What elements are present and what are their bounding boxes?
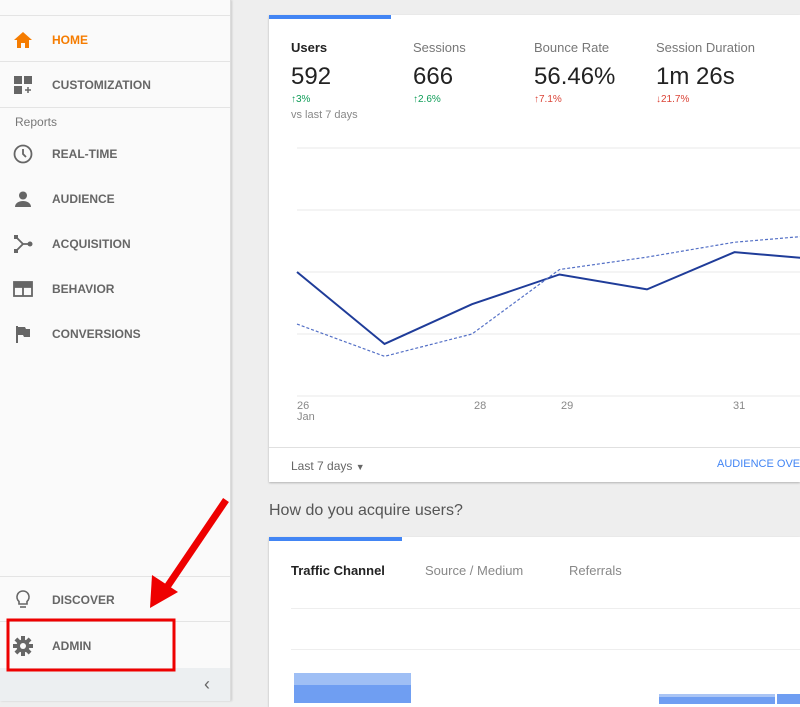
dashboard-add-icon [12, 74, 34, 96]
sidebar-item-discover[interactable]: DISCOVER [0, 577, 230, 622]
sidebar-item-label: ACQUISITION [52, 236, 131, 251]
divider [0, 107, 230, 108]
behavior-icon [12, 278, 34, 300]
date-range-dropdown[interactable]: Last 7 days ▼ [291, 459, 365, 473]
metric-change: ↑7.1% [534, 94, 562, 105]
divider [0, 61, 230, 62]
sidebar-item-label: CONVERSIONS [52, 326, 141, 341]
gridline [291, 649, 800, 650]
red-arrow-annotation [150, 498, 229, 608]
metric-value: 56.46% [534, 63, 616, 90]
series-line-1 [296, 236, 800, 357]
metric-change: ↓21.7% [656, 94, 690, 105]
sidebar-item-home[interactable]: HOME [0, 17, 230, 62]
sidebar-item-behavior[interactable]: BEHAVIOR [0, 266, 230, 311]
flag-icon [12, 323, 34, 345]
metric-title: Bounce Rate [534, 40, 610, 55]
x-tick-label: 29 [561, 400, 574, 412]
reports-heading: Reports [15, 115, 58, 129]
caret-down-icon: ▼ [355, 462, 365, 472]
divider [0, 15, 230, 16]
bar [659, 694, 775, 704]
sidebar-item-acquisition[interactable]: ACQUISITION [0, 221, 230, 266]
metric-change: ↑2.6% [413, 94, 441, 105]
overview-card: Users 592 ↑3% vs last 7 days Sessions 66… [269, 15, 800, 482]
gear-icon [12, 635, 34, 657]
sidebar-item-label: DISCOVER [52, 592, 115, 607]
active-tab-indicator [269, 537, 402, 541]
metric-value: 1m 26s [656, 63, 735, 90]
sidebar-item-label: ADMIN [52, 638, 92, 653]
sidebar: HOME CUSTOMIZATION Reports REAL-TIME AUD… [0, 0, 231, 701]
metric-value: 666 [413, 63, 454, 90]
metric-title: Sessions [413, 40, 466, 55]
sidebar-item-admin[interactable]: ADMIN [0, 623, 230, 668]
audience-overview-link[interactable]: AUDIENCE OVE [717, 458, 800, 470]
metric-title: Users [291, 40, 328, 55]
x-tick-label: 31 [733, 400, 746, 412]
sidebar-item-conversions[interactable]: CONVERSIONS [0, 311, 230, 356]
users-line-chart [296, 147, 800, 397]
chevron-left-icon: ‹ [204, 674, 210, 694]
tab-traffic-channel[interactable]: Traffic Channel [291, 563, 385, 578]
home-icon [12, 29, 34, 51]
tab-referrals[interactable]: Referrals [569, 563, 622, 578]
divider [269, 447, 800, 448]
tab-source-medium[interactable]: Source / Medium [425, 563, 524, 578]
sidebar-item-audience[interactable]: AUDIENCE [0, 176, 230, 221]
metric-session-duration[interactable]: Session Duration 1m 26s ↓21.7% [656, 40, 755, 105]
section-heading: How do you acquire users? [269, 502, 463, 519]
metric-sessions[interactable]: Sessions 666 ↑2.6% [413, 40, 466, 105]
sidebar-item-customization[interactable]: CUSTOMIZATION [0, 62, 230, 107]
x-tick-label: 26 Jan [297, 400, 315, 423]
bar [777, 694, 800, 704]
metric-value: 592 [291, 63, 332, 90]
acquisition-icon [12, 233, 34, 255]
metric-bounce-rate[interactable]: Bounce Rate 56.46% ↑7.1% [534, 40, 615, 105]
lightbulb-icon [12, 589, 34, 611]
bar [294, 673, 411, 703]
red-highlight-box [6, 618, 176, 672]
sidebar-item-real-time[interactable]: REAL-TIME [0, 131, 230, 176]
metric-change: ↑3% [291, 94, 311, 105]
sidebar-item-label: REAL-TIME [52, 146, 118, 161]
acquisition-card: Traffic Channel Source / Medium Referral… [269, 537, 800, 707]
metric-users[interactable]: Users 592 ↑3% vs last 7 days [291, 40, 358, 121]
collapse-sidebar-button[interactable]: ‹ [0, 668, 230, 701]
divider [0, 576, 230, 577]
clock-icon [12, 143, 34, 165]
sidebar-item-label: BEHAVIOR [52, 281, 115, 296]
comparison-label: vs last 7 days [291, 109, 358, 121]
series-line-0 [296, 251, 800, 346]
sidebar-item-label: HOME [52, 32, 88, 47]
sidebar-item-label: CUSTOMIZATION [52, 77, 151, 92]
sidebar-item-label: AUDIENCE [52, 191, 115, 206]
active-tab-indicator [269, 15, 391, 19]
metric-title: Session Duration [656, 40, 755, 55]
gridline [291, 608, 800, 609]
person-icon [12, 188, 34, 210]
x-tick-label: 28 [474, 400, 487, 412]
